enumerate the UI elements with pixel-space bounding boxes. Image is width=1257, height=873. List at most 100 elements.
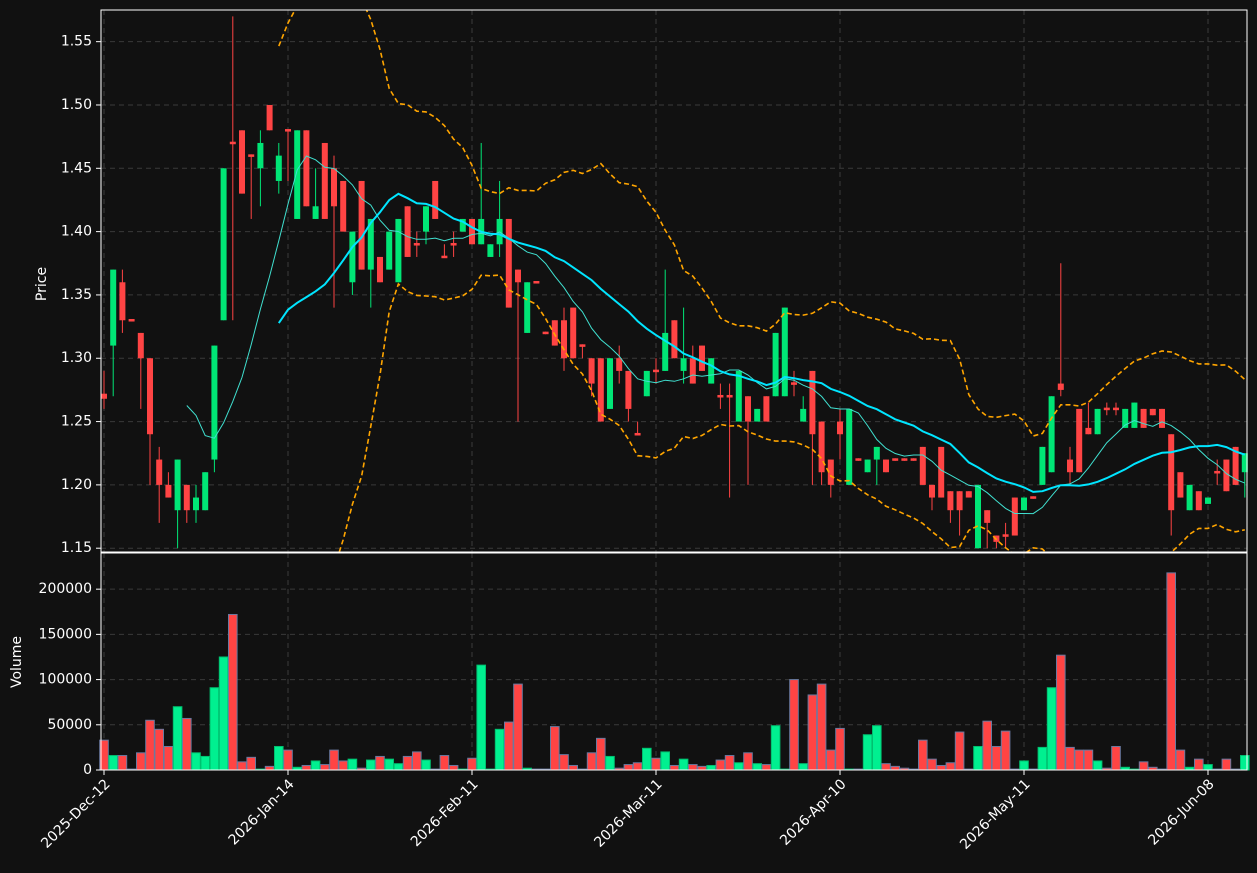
- volume-bar: [623, 764, 634, 771]
- candle-body: [275, 155, 282, 181]
- volume-axis-label: Volume: [9, 636, 25, 688]
- candle-body: [156, 459, 163, 485]
- volume-bar: [209, 687, 220, 771]
- candle-body: [781, 307, 788, 397]
- candle-body: [220, 168, 227, 321]
- candle-body: [239, 130, 245, 194]
- volume-bar: [936, 764, 947, 771]
- candle-body: [202, 472, 209, 511]
- volume-bar: [1111, 745, 1121, 771]
- candle-body: [331, 168, 337, 207]
- volume-bar: [264, 765, 275, 771]
- candle-body: [1131, 402, 1138, 428]
- volume-bar: [310, 760, 321, 771]
- candle-body: [340, 180, 347, 232]
- candle-body: [1011, 497, 1018, 536]
- volume-bar: [1166, 572, 1177, 771]
- volume-bar: [338, 760, 348, 771]
- candle-body: [616, 358, 623, 371]
- volume-tick-label: 0: [83, 762, 92, 778]
- candle-body: [1076, 408, 1083, 473]
- candle-body: [110, 269, 117, 346]
- candle-body: [367, 218, 374, 270]
- candle-body: [459, 218, 466, 232]
- volume-bar: [191, 752, 201, 771]
- volume-bar: [835, 727, 845, 771]
- bollinger-lower: [338, 274, 1245, 552]
- volume-bar: [320, 764, 330, 771]
- y-tick-label: 1.45: [61, 160, 92, 176]
- volume-bar: [237, 761, 247, 771]
- volume-bar: [826, 749, 836, 771]
- y-tick-label: 1.25: [61, 414, 92, 430]
- candle-body: [708, 358, 715, 384]
- candle-body: [1232, 446, 1239, 485]
- volume-bar: [402, 755, 413, 771]
- volume-bar: [688, 764, 698, 771]
- candle-body: [248, 154, 255, 157]
- candle-body: [965, 491, 972, 498]
- candle-body: [772, 332, 779, 397]
- candle-body: [671, 320, 678, 359]
- candle-body: [1177, 472, 1184, 498]
- y-tick-label: 1.50: [61, 97, 92, 113]
- bollinger-upper: [278, 10, 1246, 437]
- volume-bar: [1056, 654, 1066, 771]
- volume-tick-label: 100000: [39, 672, 92, 688]
- volume-bar: [228, 613, 238, 771]
- candle-body: [699, 345, 705, 371]
- volume-bar: [743, 752, 753, 771]
- volume-bar: [678, 758, 689, 771]
- volume-bar: [881, 763, 891, 771]
- volume-tick-label: 50000: [47, 717, 92, 733]
- volume-bar: [421, 759, 431, 771]
- volume-bar: [1240, 755, 1250, 771]
- volume-bar: [1037, 746, 1048, 771]
- candle-body: [147, 358, 153, 435]
- volume-bar: [596, 737, 606, 771]
- volume-bar: [504, 721, 514, 771]
- candle-body: [745, 396, 751, 422]
- candle-body: [285, 129, 291, 132]
- candle-body: [404, 206, 411, 257]
- candle-body: [864, 459, 871, 473]
- y-tick-label: 1.55: [61, 34, 92, 50]
- volume-bar: [200, 755, 210, 771]
- volume-bar: [752, 763, 763, 771]
- volume-bar: [559, 754, 569, 771]
- volume-bar: [513, 683, 523, 771]
- candle-body: [662, 332, 669, 371]
- candle-body: [588, 358, 595, 384]
- candle-body: [561, 320, 567, 359]
- candle-body: [137, 332, 144, 359]
- candle-body: [119, 282, 126, 321]
- volume-bar: [789, 679, 799, 771]
- volume-bar: [1221, 758, 1232, 771]
- candle-body: [1223, 459, 1230, 492]
- candle-body: [1085, 427, 1092, 435]
- volume-bar: [734, 762, 744, 771]
- volume-bar: [605, 755, 615, 771]
- volume-bar: [366, 759, 376, 771]
- candle-body: [193, 497, 199, 511]
- candle-body: [607, 358, 613, 409]
- volume-bar: [660, 751, 671, 771]
- candle-body: [597, 358, 604, 422]
- volume-bar: [706, 764, 717, 771]
- volume-bar: [632, 762, 643, 771]
- candle-body: [855, 458, 862, 461]
- volume-bar: [439, 755, 450, 771]
- volume-bar: [945, 762, 956, 771]
- candle-body: [1048, 396, 1055, 473]
- candle-body: [653, 369, 659, 373]
- candle-body: [128, 318, 135, 322]
- volume-bar: [982, 720, 993, 771]
- candle-body: [1214, 470, 1221, 474]
- candle-body: [450, 243, 457, 246]
- candle-body: [846, 408, 853, 485]
- volume-bar: [669, 764, 680, 771]
- candle-body: [294, 130, 301, 219]
- candle-body: [735, 370, 742, 422]
- candle-body: [542, 331, 549, 335]
